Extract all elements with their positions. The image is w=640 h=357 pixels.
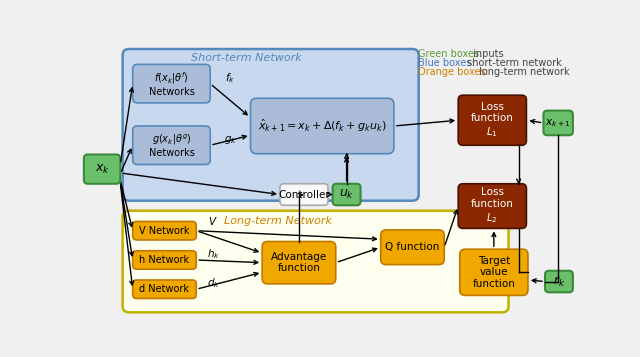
Text: d Network: d Network	[140, 284, 189, 294]
Text: h Network: h Network	[140, 255, 189, 265]
Text: $f_k$: $f_k$	[225, 71, 236, 85]
Text: Advantage
function: Advantage function	[271, 252, 327, 273]
FancyBboxPatch shape	[84, 155, 120, 184]
FancyBboxPatch shape	[123, 211, 509, 312]
FancyBboxPatch shape	[280, 184, 328, 205]
Text: $g_k$: $g_k$	[224, 134, 237, 146]
Text: inputs: inputs	[470, 49, 504, 59]
FancyBboxPatch shape	[545, 271, 573, 292]
Text: $V$: $V$	[209, 216, 218, 227]
Text: V Network: V Network	[140, 226, 189, 236]
FancyBboxPatch shape	[458, 184, 527, 228]
Text: long-term network: long-term network	[476, 67, 570, 77]
Text: $h_k$: $h_k$	[207, 247, 220, 261]
Text: Q function: Q function	[385, 242, 440, 252]
Text: $x_{k+1}$: $x_{k+1}$	[545, 117, 571, 129]
FancyBboxPatch shape	[132, 64, 210, 103]
Text: Loss
function
$L_2$: Loss function $L_2$	[471, 187, 514, 225]
FancyBboxPatch shape	[543, 111, 573, 135]
Text: $u_k$: $u_k$	[339, 188, 355, 201]
Text: Short-term Network: Short-term Network	[191, 53, 302, 63]
Text: $f(x_k|\theta^f)$
Networks: $f(x_k|\theta^f)$ Networks	[148, 70, 195, 97]
FancyBboxPatch shape	[132, 251, 196, 269]
Text: $x_k$: $x_k$	[95, 162, 109, 176]
FancyBboxPatch shape	[132, 221, 196, 240]
Text: Green boxes:: Green boxes:	[418, 49, 483, 59]
Text: short-term network: short-term network	[465, 58, 562, 68]
Text: Loss
function
$L_1$: Loss function $L_1$	[471, 101, 514, 139]
FancyBboxPatch shape	[250, 98, 394, 154]
Text: Controller: Controller	[278, 190, 330, 200]
FancyBboxPatch shape	[458, 95, 527, 145]
FancyBboxPatch shape	[460, 249, 528, 295]
Text: $g(x_k|\theta^g)$
Networks: $g(x_k|\theta^g)$ Networks	[148, 132, 195, 158]
Text: Orange boxes:: Orange boxes:	[418, 67, 489, 77]
Text: Long-term Network: Long-term Network	[223, 216, 332, 226]
Text: $\hat{x}_{k+1} = x_k + \Delta(f_k + g_k u_k)$: $\hat{x}_{k+1} = x_k + \Delta(f_k + g_k …	[258, 118, 387, 134]
FancyBboxPatch shape	[132, 126, 210, 165]
FancyBboxPatch shape	[123, 49, 419, 201]
Text: $d_k$: $d_k$	[207, 276, 220, 290]
Text: Target
value
function: Target value function	[472, 256, 515, 289]
Text: $r_k$: $r_k$	[553, 275, 565, 288]
FancyBboxPatch shape	[262, 241, 336, 284]
Text: Blue boxes:: Blue boxes:	[418, 58, 474, 68]
FancyBboxPatch shape	[132, 280, 196, 298]
FancyBboxPatch shape	[333, 184, 360, 205]
FancyBboxPatch shape	[381, 230, 444, 265]
